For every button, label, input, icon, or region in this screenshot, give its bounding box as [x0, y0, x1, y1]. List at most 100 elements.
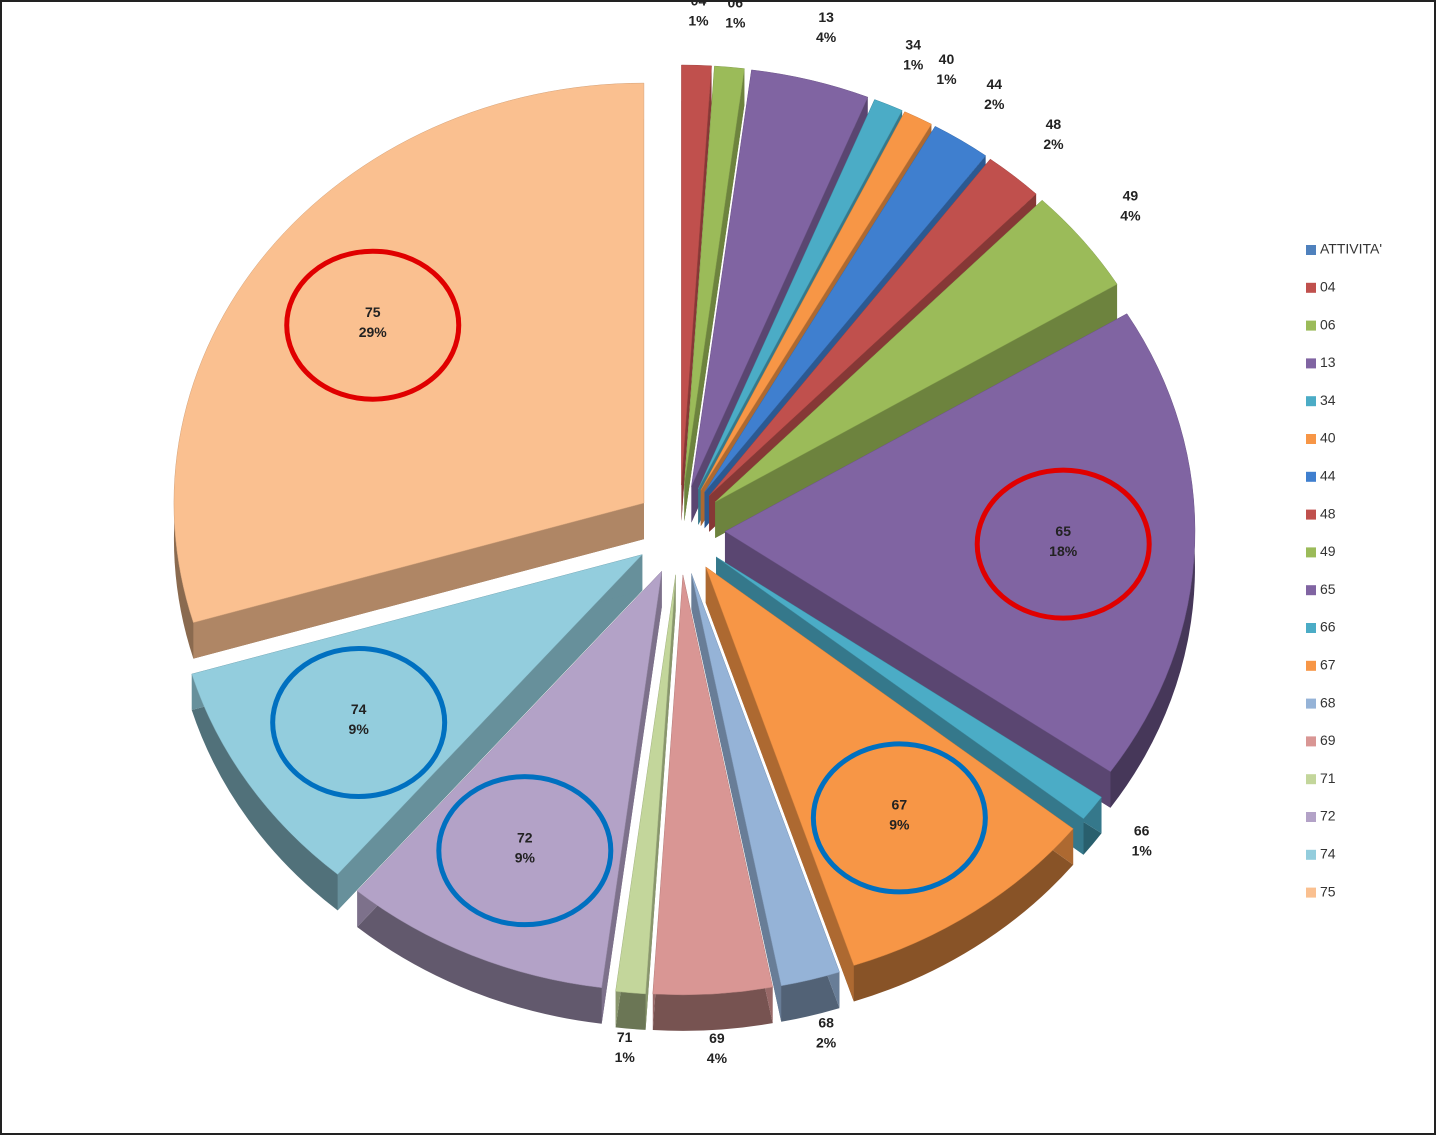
- data-label-category: 71: [617, 1029, 633, 1045]
- legend-label: 74: [1320, 846, 1336, 862]
- data-label-category: 44: [986, 76, 1002, 92]
- data-label-value: 1%: [936, 71, 957, 87]
- slice: [724, 313, 1196, 773]
- slice: [704, 126, 987, 493]
- data-label-value: 1%: [688, 12, 709, 28]
- legend: ATTIVITA' 04 06 13 34 40 44 48 49 65 66 67 68 69 71 72 7…: [1306, 241, 1382, 899]
- data-label-value: 9%: [889, 817, 910, 833]
- data-label-category: 06: [728, 0, 744, 11]
- legend-swatch: [1306, 585, 1316, 596]
- data-label-value: 1%: [615, 1049, 636, 1065]
- slice: [191, 554, 644, 875]
- legend-label: 48: [1320, 505, 1336, 521]
- legend-label: 44: [1320, 468, 1336, 484]
- legend-swatch: [1306, 358, 1316, 369]
- slice: [708, 158, 1037, 496]
- legend-label: 71: [1320, 770, 1336, 786]
- legend-swatch: [1306, 736, 1316, 747]
- slice-wall: [601, 571, 662, 1024]
- slice: [700, 111, 932, 491]
- legend-swatch: [1306, 698, 1316, 709]
- data-label-category: 34: [905, 37, 921, 53]
- data-label-value: 4%: [1120, 208, 1141, 224]
- legend-label: ATTIVITA': [1320, 241, 1382, 257]
- legend-swatch: [1306, 623, 1316, 633]
- slice-wall: [724, 531, 1111, 808]
- highlight-ring: [270, 646, 448, 800]
- legend-label: 66: [1320, 619, 1336, 635]
- legend-label: 06: [1320, 316, 1336, 332]
- legend-swatch: [1306, 812, 1316, 822]
- slice-wall: [715, 284, 1118, 538]
- legend-label: 34: [1320, 392, 1336, 408]
- legend-label: 04: [1320, 279, 1336, 295]
- data-label-value: 9%: [515, 849, 536, 865]
- data-label-category: 48: [1046, 116, 1062, 132]
- data-label-value: 2%: [816, 1034, 837, 1050]
- legend-swatch: [1306, 547, 1316, 558]
- data-label-value: 9%: [349, 721, 370, 737]
- legend-swatch: [1306, 774, 1316, 785]
- legend-swatch: [1306, 509, 1316, 520]
- slice-wall: [691, 573, 782, 1022]
- legend-swatch: [1306, 887, 1316, 898]
- data-label-category: 49: [1123, 188, 1139, 204]
- data-label-value: 2%: [1043, 136, 1064, 152]
- data-label-category: 68: [818, 1014, 834, 1030]
- slice: [173, 82, 645, 623]
- legend-label: 69: [1320, 732, 1336, 748]
- highlight-ring: [810, 741, 988, 895]
- data-label-value: 1%: [725, 15, 746, 31]
- legend-swatch: [1306, 660, 1316, 671]
- data-label-value: 4%: [707, 1050, 728, 1066]
- data-label-value: 1%: [903, 57, 924, 73]
- data-label-category: 72: [517, 829, 533, 845]
- slice-wall: [337, 554, 643, 911]
- slice-wall: [681, 65, 712, 522]
- data-label-value: 29%: [359, 324, 388, 340]
- slice: [684, 65, 745, 486]
- slice-wall: [193, 503, 644, 659]
- data-label-value: 1%: [1132, 842, 1153, 858]
- data-label-category: 04: [691, 0, 707, 8]
- legend-swatch: [1306, 849, 1316, 860]
- slice: [697, 99, 903, 489]
- data-labels: 04 1% 06 1% 13 4% 34 1% 40 1% 44 2% 48 2% 49 4% 65 18% 66 1…: [270, 0, 1153, 1066]
- slice: [715, 199, 1118, 503]
- data-label-category: 40: [939, 51, 955, 67]
- legend-label: 65: [1320, 581, 1336, 597]
- legend-label: 75: [1320, 883, 1336, 899]
- legend-label: 67: [1320, 657, 1336, 673]
- slice: [615, 574, 676, 995]
- slice-wall: [684, 68, 745, 522]
- data-label-category: 74: [351, 701, 367, 717]
- slice: [705, 566, 1074, 966]
- highlight-ring: [436, 774, 614, 928]
- data-label-category: 13: [818, 9, 834, 25]
- data-label-category: 67: [892, 797, 908, 813]
- data-label-value: 4%: [816, 29, 837, 45]
- data-label-category: 69: [709, 1030, 725, 1046]
- slice: [691, 69, 869, 487]
- data-label-value: 2%: [984, 96, 1005, 112]
- legend-label: 68: [1320, 694, 1336, 710]
- data-label-value: 18%: [1049, 543, 1078, 559]
- slice: [681, 64, 712, 486]
- slice: [715, 556, 1102, 820]
- slice-wall: [645, 574, 676, 1030]
- slice: [691, 573, 840, 987]
- slice-wall: [705, 566, 854, 1002]
- slice: [652, 574, 774, 996]
- legend-swatch: [1306, 320, 1316, 331]
- data-label-category: 66: [1134, 822, 1150, 838]
- highlight-ring: [974, 467, 1152, 621]
- legend-label: 72: [1320, 808, 1336, 824]
- legend-swatch: [1306, 396, 1316, 407]
- legend-label: 49: [1320, 543, 1336, 559]
- data-label-category: 75: [365, 304, 381, 320]
- legend-swatch: [1306, 434, 1316, 444]
- legend-swatch: [1306, 282, 1316, 293]
- legend-swatch: [1306, 471, 1316, 482]
- legend-label: 40: [1320, 430, 1336, 446]
